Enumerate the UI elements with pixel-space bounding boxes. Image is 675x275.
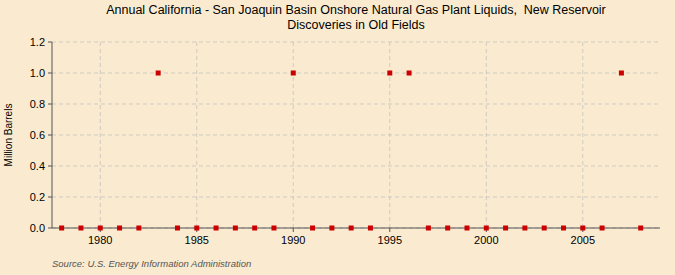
- point: [503, 226, 508, 231]
- y-tick-label: 0.6: [30, 129, 45, 141]
- y-tick: [48, 73, 52, 74]
- title-line: Discoveries in Old Fields: [287, 18, 425, 32]
- point: [156, 71, 161, 76]
- grid-line: [100, 42, 101, 228]
- grid-line: [52, 197, 660, 198]
- x-tick-label: 2005: [571, 234, 595, 246]
- point: [291, 71, 296, 76]
- x-tick-label: 2000: [474, 234, 498, 246]
- point: [194, 226, 199, 231]
- point: [214, 226, 219, 231]
- grid-line: [52, 135, 660, 136]
- chart: 1980 1985 1990 1995 2000 2005 0.0 0.2 0.4 0.6 0.8 1…: [0, 0, 675, 275]
- point: [580, 226, 585, 231]
- point: [426, 226, 431, 231]
- y-tick: [48, 42, 52, 43]
- points: [59, 71, 643, 231]
- grid-line: [52, 42, 660, 43]
- point: [368, 226, 373, 231]
- y-tick-label: 1.2: [30, 36, 45, 48]
- point: [464, 226, 469, 231]
- grid-line: [52, 166, 660, 167]
- x-tick: [389, 228, 390, 232]
- point: [233, 226, 238, 231]
- y-tick: [48, 197, 52, 198]
- y-tick-label: 1.0: [30, 67, 45, 79]
- grid-line: [52, 104, 660, 105]
- grid-line: [196, 42, 197, 228]
- point: [136, 226, 141, 231]
- title: Annual California - San Joaquin Basin On…: [106, 3, 606, 32]
- grid-line: [582, 42, 583, 228]
- y-tick-label: 0.4: [30, 160, 45, 172]
- point: [522, 226, 527, 231]
- y-tick: [48, 135, 52, 136]
- point: [445, 226, 450, 231]
- x-tick: [293, 228, 294, 232]
- x-tick-label: 1985: [185, 234, 209, 246]
- title-line: Annual California - San Joaquin Basin On…: [106, 3, 606, 17]
- x-axis: [52, 228, 660, 229]
- point: [117, 226, 122, 231]
- y-tick-label: 0.8: [30, 98, 45, 110]
- point: [252, 226, 257, 231]
- grid: [52, 42, 660, 228]
- x-tick-label: 1990: [281, 234, 305, 246]
- point: [349, 226, 354, 231]
- background: [0, 0, 675, 275]
- point: [484, 226, 489, 231]
- point: [561, 226, 566, 231]
- point: [600, 226, 605, 231]
- point: [638, 226, 643, 231]
- point: [619, 71, 624, 76]
- annotation: Source: U.S. Energy Information Administ…: [52, 258, 251, 269]
- x-tick-label: 1995: [378, 234, 402, 246]
- y-tick: [48, 166, 52, 167]
- point: [310, 226, 315, 231]
- point: [271, 226, 276, 231]
- y-tick: [48, 228, 52, 229]
- point: [407, 71, 412, 76]
- grid-line: [52, 73, 660, 74]
- point: [98, 226, 103, 231]
- y-tick-label: 0.2: [30, 191, 45, 203]
- point: [329, 226, 334, 231]
- point: [78, 226, 83, 231]
- y-axis-label: Million Barrels: [3, 104, 14, 167]
- grid-line: [52, 228, 660, 229]
- point: [387, 71, 392, 76]
- y-tick: [48, 104, 52, 105]
- point: [542, 226, 547, 231]
- point: [175, 226, 180, 231]
- point: [59, 226, 64, 231]
- x-tick-label: 1980: [88, 234, 112, 246]
- y-tick-label: 0.0: [30, 222, 45, 234]
